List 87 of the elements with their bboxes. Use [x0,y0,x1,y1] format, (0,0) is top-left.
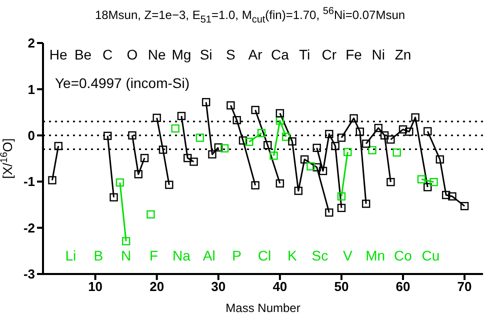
point [288,137,296,146]
point [196,134,204,142]
x-tick-label: 10 [88,279,103,294]
point [264,141,272,150]
point [405,128,414,136]
point [300,155,309,164]
point [270,152,278,160]
point [392,148,401,157]
point [337,204,346,212]
point [282,132,290,141]
x-tick-label: 30 [211,279,226,294]
text: Li B N F Na Al P Cl K Sc V Mn Co Cu [65,248,440,264]
point [424,127,432,136]
point [110,193,118,202]
point [411,113,420,122]
point [152,114,161,122]
point [362,200,370,208]
point [202,98,210,106]
point [386,135,395,144]
point [208,150,216,158]
point [337,192,346,200]
point [350,114,358,122]
y-tick-label: -1 [23,174,35,190]
point [325,208,334,217]
point [251,181,260,190]
x-tick-label: 50 [334,279,349,294]
point [325,130,334,138]
point [374,124,382,132]
point [48,176,56,184]
point [184,154,192,162]
point [417,175,426,184]
text: He Be C O Ne Mg Si S Ar Ca Ti Cr Fe Ni Zn [49,46,412,63]
point [398,125,408,134]
point [238,136,248,145]
x-tick-label: 60 [396,279,410,294]
point [368,146,376,154]
point [116,178,124,187]
point [276,179,284,188]
point [312,144,321,152]
point [294,186,302,195]
point [356,128,364,136]
point [54,142,62,150]
point [386,178,395,186]
point [306,162,315,170]
point [232,116,241,124]
point [331,142,340,150]
point [134,170,142,178]
point [424,183,432,192]
point [165,180,174,189]
point [257,128,266,138]
point [318,166,328,176]
y-tick-label: 0 [28,128,35,144]
point [220,144,229,152]
point [337,134,346,142]
point [122,237,130,246]
y-tick-label: 1 [28,82,35,97]
point [226,101,235,110]
point [128,131,136,140]
point [312,163,321,172]
point [460,202,469,210]
y-tick-label: -2 [23,220,35,236]
chart-title: 18Msun, Z=1e−3, E$_{51}$=1.0, M$_{cut}$(fin)=1.70, $^{56}$Ni=0.07Msun [94,5,406,26]
point [436,155,444,164]
point [430,178,438,186]
x-axis-title: Mass Number [226,301,300,315]
x-tick-label: 70 [457,279,472,294]
point [245,138,254,146]
point [380,131,389,140]
point [362,140,370,148]
point [442,190,450,200]
y-tick-label: 2 [28,36,35,51]
point [251,106,260,114]
x-tick-label: 20 [150,279,164,294]
point [158,146,168,154]
point [177,112,186,120]
point [104,132,112,140]
x-tick-label: 40 [272,279,288,294]
point [448,192,456,200]
annotation: Ye=0.4997 (incom-Si) [55,75,190,91]
point [146,210,155,218]
point [214,143,222,152]
point [276,109,284,118]
point [190,158,198,166]
point [140,154,149,162]
point [344,148,352,156]
y-tick-label: -3 [23,266,35,282]
point [171,124,180,133]
